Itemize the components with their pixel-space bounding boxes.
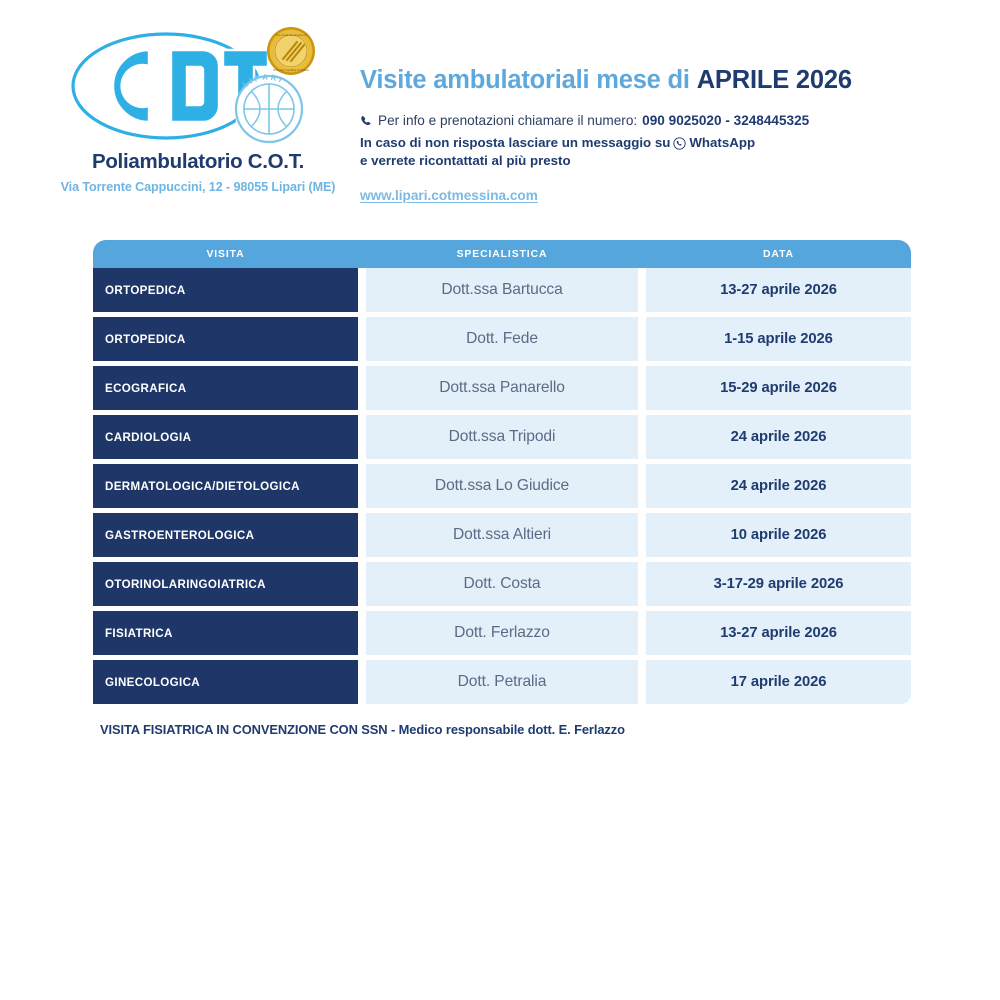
title-month: APRILE 2026: [696, 66, 852, 94]
column-gap: [358, 611, 366, 660]
column-gap: [358, 240, 366, 268]
column-gap: [358, 366, 366, 415]
phone-icon: [360, 115, 373, 128]
cell-data: 3-17-29 aprile 2026: [646, 562, 911, 606]
column-gap: [358, 562, 366, 611]
column-gap: [358, 513, 366, 562]
whatsapp-label: WhatsApp: [689, 135, 756, 151]
cell-visita: ORTOPEDICA: [93, 317, 358, 361]
column-gap: [638, 240, 646, 268]
column-gap: [358, 268, 366, 317]
cell-visita: DERMATOLOGICA/DIETOLOGICA: [93, 464, 358, 508]
phone-info-label: Per info e prenotazioni chiamare il nume…: [378, 113, 638, 129]
column-header-data: DATA: [763, 248, 794, 260]
table-row: OTORINOLARINGOIATRICA Dott. Costa 3-17-29 …: [93, 562, 911, 611]
logo-artwork: LIPARI The Gold Commitment Premium Quali…: [63, 26, 333, 148]
title-prefix: Visite ambulatoriali mese di: [360, 66, 697, 94]
column-gap: [638, 562, 646, 611]
table-row: CARDIOLOGIA Dott.ssa Tripodi 24 aprile 202…: [93, 415, 911, 464]
column-gap: [638, 611, 646, 660]
table-row: GASTROENTEROLOGICA Dott.ssa Altieri 10 apr…: [93, 513, 911, 562]
cell-data: 15-29 aprile 2026: [646, 366, 911, 410]
cell-data: 24 aprile 2026: [646, 464, 911, 508]
cell-visita: ORTOPEDICA: [93, 268, 358, 312]
cell-specialistica: Dott.ssa Altieri: [366, 513, 638, 557]
header-text-block: Visite ambulatoriali mese di APRILE 2026…: [360, 66, 960, 205]
cell-data: 13-27 aprile 2026: [646, 268, 911, 312]
column-gap: [638, 464, 646, 513]
appointments-table: VISITA SPECIALISTICA DATA ORTOPEDICA Dott…: [93, 240, 911, 737]
cell-data: 17 aprile 2026: [646, 660, 911, 704]
website-link[interactable]: www.lipari.cotmessina.com: [360, 188, 538, 204]
cell-specialistica: Dott. Fede: [366, 317, 638, 361]
column-gap: [358, 317, 366, 366]
column-gap: [638, 317, 646, 366]
cell-specialistica: Dott.ssa Bartucca: [366, 268, 638, 312]
table-footnote: VISITA FISIATRICA IN CONVENZIONE CON SSN…: [100, 722, 625, 737]
clinic-address: Via Torrente Cappuccini, 12 - 98055 Lipa…: [60, 180, 336, 194]
phone-numbers: 090 9025020 - 3248445325: [642, 113, 810, 129]
phone-info-line: Per info e prenotazioni chiamare il nume…: [360, 113, 960, 128]
column-header-specialistica: SPECIALISTICA: [456, 248, 548, 260]
table-row: ORTOPEDICA Dott. Fede 1-15 aprile 2026: [93, 317, 911, 366]
cell-visita: FISIATRICA: [93, 611, 358, 655]
svg-text:The Gold Commitment: The Gold Commitment: [275, 33, 306, 37]
page-header: LIPARI The Gold Commitment Premium Quali…: [0, 18, 1000, 218]
column-gap: [638, 268, 646, 317]
cell-data: 10 aprile 2026: [646, 513, 911, 557]
message-line-2: e verrete ricontattati al più presto: [360, 152, 571, 168]
cell-data: 24 aprile 2026: [646, 415, 911, 459]
page-title: Visite ambulatoriali mese di APRILE 2026: [360, 66, 960, 94]
cell-specialistica: Dott.ssa Tripodi: [366, 415, 638, 459]
table-row: DERMATOLOGICA/DIETOLOGICA Dott.ssa Lo Giu…: [93, 464, 911, 513]
cell-data: 1-15 aprile 2026: [646, 317, 911, 361]
column-gap: [638, 366, 646, 415]
column-gap: [358, 464, 366, 513]
column-gap: [638, 415, 646, 464]
cell-specialistica: Dott.ssa Panarello: [366, 366, 638, 410]
table-row: GINECOLOGICA Dott. Petralia 17 aprile 2026: [93, 660, 911, 709]
logo-block: LIPARI The Gold Commitment Premium Quali…: [58, 26, 338, 194]
table-row: ORTOPEDICA Dott.ssa Bartucca 13-27 aprile …: [93, 268, 911, 317]
cell-specialistica: Dott.ssa Lo Giudice: [366, 464, 638, 508]
cell-specialistica: Dott. Petralia: [366, 660, 638, 704]
message-text: In caso di non risposta lasciare un mess…: [360, 135, 671, 151]
table-row: ECOGRAFICA Dott.ssa Panarello 15-29 aprile…: [93, 366, 911, 415]
whatsapp-icon: [673, 137, 686, 150]
table-row: FISIATRICA Dott. Ferlazzo 13-27 aprile 202…: [93, 611, 911, 660]
cell-specialistica: Dott. Ferlazzo: [366, 611, 638, 655]
cell-visita: ECOGRAFICA: [93, 366, 358, 410]
column-gap: [638, 513, 646, 562]
table-body: ORTOPEDICA Dott.ssa Bartucca 13-27 aprile …: [93, 268, 911, 709]
cell-visita: GINECOLOGICA: [93, 660, 358, 704]
cell-visita: GASTROENTEROLOGICA: [93, 513, 358, 557]
table-header-row: VISITA SPECIALISTICA DATA: [93, 240, 911, 268]
clinic-name: Poliambulatorio C.O.T.: [91, 150, 305, 173]
column-gap: [358, 415, 366, 464]
svg-text:Premium Quality Certified: Premium Quality Certified: [273, 68, 309, 72]
column-gap: [358, 660, 366, 709]
gold-quality-seal-icon: The Gold Commitment Premium Quality Cert…: [267, 27, 315, 75]
cell-data: 13-27 aprile 2026: [646, 611, 911, 655]
cell-visita: OTORINOLARINGOIATRICA: [93, 562, 358, 606]
column-gap: [638, 660, 646, 709]
column-header-visita: VISITA: [206, 248, 245, 260]
message-line-1: In caso di non risposta lasciare un mess…: [360, 134, 960, 152]
cot-logo-icon: LIPARI The Gold Commitment Premium Quali…: [71, 27, 315, 144]
cell-specialistica: Dott. Costa: [366, 562, 638, 606]
cell-visita: CARDIOLOGIA: [93, 415, 358, 459]
